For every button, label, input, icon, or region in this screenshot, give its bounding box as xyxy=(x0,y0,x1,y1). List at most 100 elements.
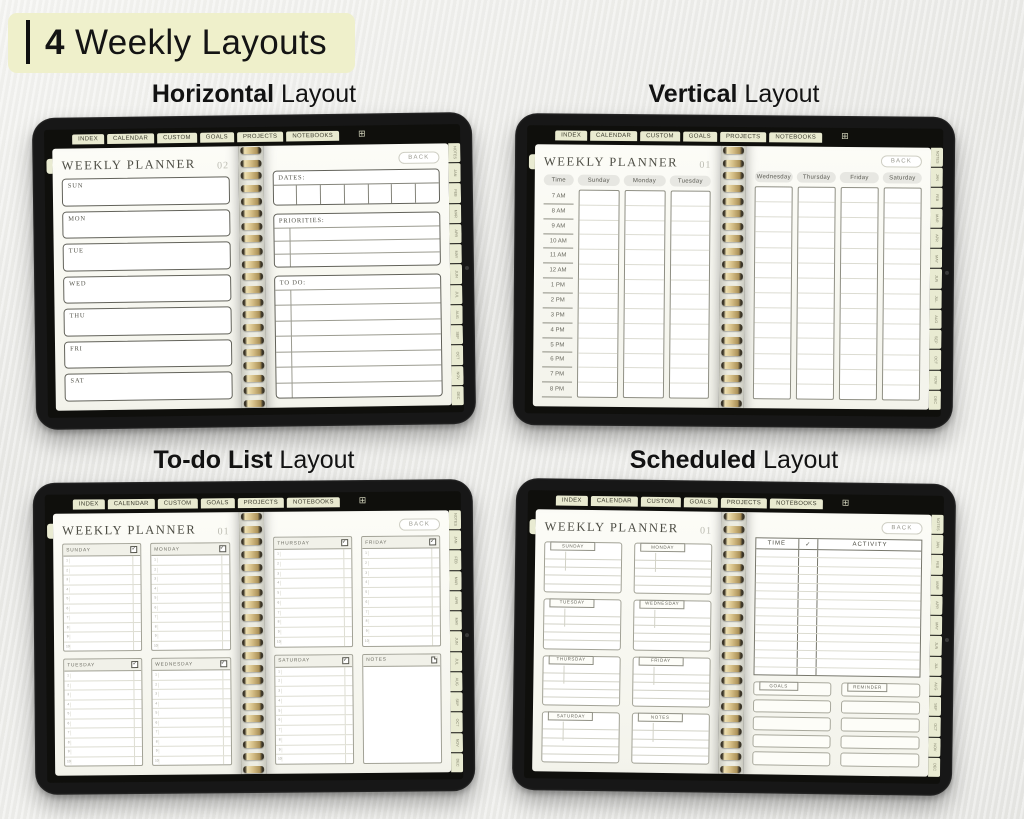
side-tab-sep[interactable]: SEP xyxy=(928,696,942,717)
side-tab-aug[interactable]: AUG xyxy=(450,304,463,325)
side-tab-dec[interactable]: DEC xyxy=(451,385,464,406)
side-tab-feb[interactable]: FEB xyxy=(930,188,943,208)
back-button[interactable]: BACK xyxy=(398,518,441,531)
app-tab-goals[interactable]: GOALS xyxy=(200,498,235,509)
grid-menu-icon[interactable]: ⊞ xyxy=(841,130,849,141)
side-tab-apr[interactable]: APR xyxy=(930,228,943,248)
side-tab-sep[interactable]: SEP xyxy=(450,325,464,345)
side-tab-jun[interactable]: JUN xyxy=(449,631,463,651)
side-tab-jan[interactable]: JAN xyxy=(449,530,462,550)
app-tab-index[interactable]: INDEX xyxy=(555,130,588,141)
side-tab-jul[interactable]: JUL xyxy=(450,284,463,305)
side-tab-notes[interactable]: NOTES xyxy=(930,147,944,168)
row-writing-area xyxy=(73,719,134,728)
side-tab-notes[interactable]: NOTES xyxy=(931,514,944,535)
row-number: 3 xyxy=(65,577,70,583)
back-button[interactable]: BACK xyxy=(398,151,440,164)
side-tab-aug[interactable]: AUG xyxy=(929,309,942,329)
side-tab-apr[interactable]: APR xyxy=(449,224,462,244)
side-tab-may[interactable]: MAY xyxy=(449,244,462,264)
cell-activity xyxy=(818,617,921,626)
app-tab-index[interactable]: INDEX xyxy=(72,134,105,145)
side-tab-mar[interactable]: MAR xyxy=(449,203,462,224)
schedule-cell xyxy=(671,206,711,222)
side-tab-mar[interactable]: MAR xyxy=(930,575,943,595)
app-tab-calendar[interactable]: CALENDAR xyxy=(589,130,638,142)
side-tab-sep[interactable]: SEP xyxy=(929,329,942,350)
day-header-thursday[interactable]: Thursday xyxy=(797,171,837,183)
app-tab-projects[interactable]: PROJECTS xyxy=(720,497,768,509)
app-tab-custom[interactable]: CUSTOM xyxy=(156,132,197,144)
side-tab-jun[interactable]: JUN xyxy=(929,636,943,656)
app-tab-custom[interactable]: CUSTOM xyxy=(640,131,680,142)
app-tab-calendar[interactable]: CALENDAR xyxy=(107,498,155,510)
day-header-sunday[interactable]: Sunday xyxy=(577,174,620,186)
side-tab-jun[interactable]: JUN xyxy=(449,264,463,284)
side-tab-oct[interactable]: OCT xyxy=(450,712,463,732)
side-tab-dec[interactable]: DEC xyxy=(451,752,464,773)
side-tab-feb[interactable]: FEB xyxy=(449,550,462,570)
app-tab-projects[interactable]: PROJECTS xyxy=(236,131,284,143)
side-tab-dec[interactable]: DEC xyxy=(928,390,941,410)
side-tab-may[interactable]: MAY xyxy=(930,615,943,636)
side-tab-oct[interactable]: OCT xyxy=(928,717,941,737)
day-header-tuesday[interactable]: Tuesday xyxy=(669,175,712,187)
app-tab-calendar[interactable]: CALENDAR xyxy=(106,133,155,145)
side-tab-dec[interactable]: DEC xyxy=(928,757,941,777)
side-tab-aug[interactable]: AUG xyxy=(929,676,942,697)
side-tab-mar[interactable]: MAR xyxy=(930,208,943,228)
side-tab-label: NOTES xyxy=(453,513,457,527)
side-tab-jan[interactable]: JAN xyxy=(448,163,461,183)
back-button[interactable]: BACK xyxy=(881,522,923,535)
side-tab-jul[interactable]: JUL xyxy=(929,656,942,676)
app-tab-projects[interactable]: PROJECTS xyxy=(237,497,285,509)
side-tab-apr[interactable]: APR xyxy=(449,591,462,611)
side-tab-jun[interactable]: JUN xyxy=(929,269,943,289)
day-header-friday[interactable]: Friday xyxy=(840,171,879,184)
side-tab-oct[interactable]: OCT xyxy=(451,345,464,365)
day-header-wednesday[interactable]: Wednesday xyxy=(754,171,794,183)
side-tab-nov[interactable]: NOV xyxy=(928,737,941,757)
side-tab-nov[interactable]: NOV xyxy=(928,370,942,390)
row-end-cell xyxy=(133,631,142,641)
side-tab-feb[interactable]: FEB xyxy=(448,183,462,203)
app-tab-custom[interactable]: CUSTOM xyxy=(640,496,681,508)
app-tab-index[interactable]: INDEX xyxy=(72,499,105,510)
grid-menu-icon[interactable]: ⊞ xyxy=(841,497,850,508)
side-tab-jul[interactable]: JUL xyxy=(450,651,463,672)
day-header-saturday[interactable]: Saturday xyxy=(882,172,922,184)
app-tab-goals[interactable]: GOALS xyxy=(682,131,718,142)
back-button[interactable]: BACK xyxy=(880,155,923,168)
side-tab-mar[interactable]: MAR xyxy=(449,570,462,591)
side-tab-jul[interactable]: JUL xyxy=(929,289,942,309)
schedule-cell xyxy=(578,353,618,369)
side-tab-jan[interactable]: JAN xyxy=(931,534,944,555)
side-tab-aug[interactable]: AUG xyxy=(450,672,463,692)
side-tab-nov[interactable]: NOV xyxy=(451,365,464,386)
schedule-cell xyxy=(840,293,877,310)
side-tab-notes[interactable]: NOTES xyxy=(448,510,462,530)
side-tab-apr[interactable]: APR xyxy=(930,595,943,616)
app-tab-goals[interactable]: GOALS xyxy=(199,132,235,143)
side-tab-feb[interactable]: FEB xyxy=(930,555,944,575)
side-tab-oct[interactable]: OCT xyxy=(929,350,942,370)
spiral-coil xyxy=(723,512,745,521)
day-header-monday[interactable]: Monday xyxy=(623,175,666,187)
side-tab-nov[interactable]: NOV xyxy=(450,732,464,753)
side-tab-notes[interactable]: NOTES xyxy=(448,143,461,163)
app-tab-custom[interactable]: CUSTOM xyxy=(157,498,198,509)
app-tab-projects[interactable]: PROJECTS xyxy=(719,131,767,143)
app-tab-index[interactable]: INDEX xyxy=(555,495,588,506)
date-cell xyxy=(297,185,322,205)
cell-check xyxy=(797,659,818,667)
grid-menu-icon[interactable]: ⊞ xyxy=(357,128,366,139)
side-tab-jan[interactable]: JAN xyxy=(930,167,943,188)
side-tab-may[interactable]: MAY xyxy=(930,248,943,269)
side-tab-sep[interactable]: SEP xyxy=(450,692,463,712)
app-tab-goals[interactable]: GOALS xyxy=(683,497,718,508)
app-tab-calendar[interactable]: CALENDAR xyxy=(590,495,638,507)
side-tab-may[interactable]: MAY xyxy=(449,611,462,631)
grid-menu-icon[interactable]: ⊞ xyxy=(358,495,367,506)
app-tab-notebooks[interactable]: NOTEBOOKS xyxy=(769,132,823,143)
app-tab-notebooks[interactable]: NOTEBOOKS xyxy=(287,497,340,508)
